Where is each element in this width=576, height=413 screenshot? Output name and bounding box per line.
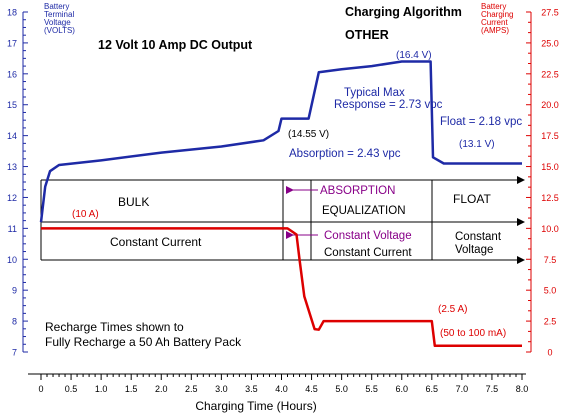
annotation-recharge-note-line1: Recharge Times shown to — [45, 320, 184, 334]
x-tick-group: 0 0.5 1.0 1.5 2.0 2.5 3.0 3.5 4.0 4.5 5.0 5.5 6.0 6.5… — [38, 374, 528, 394]
x-tick-label: 4.5 — [305, 384, 318, 394]
left-tick-group: 7 8 9 10 11 12 13 14 15 16 17 18 — [7, 8, 28, 358]
annotation-current-equalize: (2.5 A) — [438, 304, 467, 315]
series-line-voltage — [39, 60, 522, 223]
left-tick-label: 7 — [12, 348, 17, 358]
phase-label-equalization: EQUALIZATION — [322, 205, 406, 217]
right-tick-label: 17.5 — [541, 131, 559, 141]
x-tick-label: 1.5 — [125, 384, 138, 394]
chart-header-subtitle: OTHER — [345, 28, 389, 42]
annotation-voltage-knee: (14.55 V) — [288, 129, 329, 140]
phase-table — [40, 176, 525, 264]
x-tick-label: 6.5 — [426, 384, 439, 394]
annotation-absorption-vpc: Absorption = 2.43 vpc — [289, 148, 401, 160]
left-axis-label-line: Voltage — [44, 18, 71, 27]
x-tick-label: 0.5 — [65, 384, 78, 394]
annotation-voltage-peak: (16.4 V) — [396, 50, 432, 61]
left-tick-label: 10 — [7, 255, 17, 265]
left-tick-label: 11 — [8, 224, 17, 234]
phase-label-absorption: ABSORPTION — [320, 185, 395, 197]
left-tick-label: 8 — [12, 317, 17, 327]
right-tick-label: 22.5 — [541, 69, 559, 79]
right-tick-label: 25.0 — [541, 38, 559, 48]
right-tick-label: 2.5 — [544, 317, 557, 327]
annotation-typical-max-response: Response = 2.73 vpc — [334, 99, 443, 111]
x-tick-label: 6.0 — [395, 384, 408, 394]
left-axis-label: Battery Terminal Voltage (VOLTS) — [44, 2, 75, 35]
right-tick-label: 7.5 — [544, 255, 557, 265]
left-tick-label: 16 — [7, 69, 17, 79]
right-tick-label: 0 — [547, 348, 552, 358]
right-tick-label: 15.0 — [541, 162, 559, 172]
series-line-current — [41, 227, 522, 348]
phase-label-float: FLOAT — [453, 192, 491, 206]
phase-label-constant-current-eq: Constant Current — [324, 247, 412, 259]
annotation-current-bulk: (10 A) — [72, 209, 99, 220]
left-tick-label: 17 — [7, 38, 17, 48]
right-axis-label-line: Charging — [481, 10, 513, 19]
x-axis-label: Charging Time (Hours) — [195, 399, 316, 413]
annotation-float-vpc: Float = 2.18 vpc — [440, 116, 522, 128]
right-axis-label-line: Current — [481, 18, 508, 27]
annotation-recharge-note-line2: Fully Recharge a 50 Ah Battery Pack — [45, 335, 242, 349]
right-tick-label: 10.0 — [541, 224, 559, 234]
left-tick-label: 18 — [7, 8, 17, 18]
x-tick-label: 3.0 — [215, 384, 228, 394]
right-axis-label: Battery Charging Current (AMPS) — [481, 2, 513, 35]
x-tick-label: 0 — [38, 384, 43, 394]
x-tick-label: 4.0 — [275, 384, 288, 394]
right-tick-label: 27.5 — [541, 8, 559, 18]
right-tick-group: 0 2.5 5.0 7.5 10.0 12.5 15.0 17.5 20.0 22.5 25.0 27… — [526, 8, 559, 358]
left-axis-label-line: (VOLTS) — [44, 26, 75, 35]
phase-label-bulk: BULK — [118, 195, 149, 209]
left-tick-label: 12 — [7, 193, 17, 203]
annotation-current-float: (50 to 100 mA) — [440, 328, 506, 339]
x-tick-label: 5.0 — [335, 384, 348, 394]
right-tick-label: 20.0 — [541, 100, 559, 110]
right-axis-label-line: Battery — [481, 2, 506, 11]
left-tick-label: 14 — [7, 131, 17, 141]
x-tick-label: 2.5 — [185, 384, 198, 394]
x-tick-label: 5.5 — [365, 384, 378, 394]
left-axis-label-line: Battery — [44, 2, 69, 11]
phase-label-constant: Constant — [455, 231, 502, 243]
x-tick-label: 2.0 — [155, 384, 168, 394]
phase-label-constant-current: Constant Current — [110, 235, 202, 249]
x-tick-label: 7.0 — [456, 384, 469, 394]
right-tick-label: 12.5 — [541, 193, 559, 203]
left-tick-label: 9 — [12, 286, 17, 296]
phase-label-voltage: Voltage — [455, 244, 493, 256]
annotation-typical-max: Typical Max — [344, 87, 405, 99]
left-tick-label: 13 — [7, 162, 17, 172]
x-tick-label: 7.5 — [486, 384, 499, 394]
x-tick-label: 3.5 — [245, 384, 258, 394]
right-axis-label-line: (AMPS) — [481, 26, 509, 35]
chart-title: 12 Volt 10 Amp DC Output — [98, 38, 253, 52]
x-tick-label: 1.0 — [95, 384, 108, 394]
left-tick-label: 15 — [7, 100, 17, 110]
phase-label-constant-voltage: Constant Voltage — [324, 230, 412, 242]
x-tick-label: 8.0 — [516, 384, 529, 394]
chart-header-title: Charging Algorithm — [345, 5, 462, 19]
left-axis-label-line: Terminal — [44, 10, 74, 19]
right-tick-label: 5.0 — [544, 286, 557, 296]
annotation-voltage-float: (13.1 V) — [459, 139, 495, 150]
